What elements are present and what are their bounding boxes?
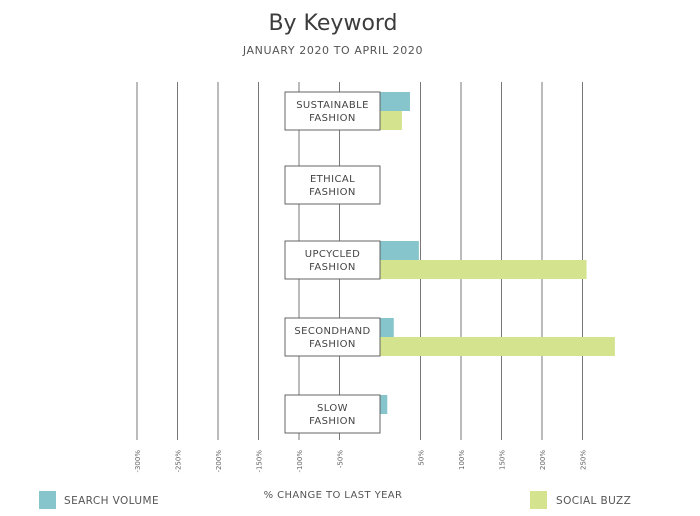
- keyword-box: [284, 394, 381, 434]
- keyword-label: FASHION: [309, 416, 356, 427]
- bar-search-volume: [380, 318, 394, 337]
- keyword-box: [284, 240, 381, 280]
- x-tick-label: -50%: [337, 450, 345, 468]
- keyword-labels: SUSTAINABLE FASHION ETHICAL FASHION UPCYCLED…: [284, 91, 381, 434]
- x-tick-label: 200%: [539, 450, 547, 470]
- x-tick-label: 250%: [580, 450, 588, 470]
- legend-label-social-buzz: SOCIAL BUZZ: [556, 495, 631, 507]
- keyword-label: FASHION: [309, 339, 356, 350]
- keyword-label: ETHICAL: [310, 174, 355, 185]
- x-tick-label: -250%: [175, 450, 183, 473]
- legend-swatch-search-volume: [39, 491, 56, 509]
- keyword-label: SUSTAINABLE: [296, 100, 369, 111]
- bar-search-volume: [380, 241, 419, 260]
- x-tick-label: -150%: [256, 450, 264, 473]
- chart-title: By Keyword: [268, 11, 397, 36]
- bar-social-buzz: [380, 337, 615, 356]
- keyword-box: [284, 317, 381, 357]
- keyword-label: SECONDHAND: [294, 326, 370, 337]
- chart-subtitle: JANUARY 2020 TO APRIL 2020: [242, 44, 423, 57]
- bar-social-buzz: [380, 260, 587, 279]
- bar-social-buzz: [380, 111, 402, 130]
- x-tick-label: -300%: [134, 450, 142, 473]
- keyword-label: FASHION: [309, 262, 356, 273]
- x-axis-ticks: -300% -250% -200% -150% -100% -50% 50% 100% 150%…: [134, 450, 588, 473]
- bars: [361, 92, 615, 433]
- x-tick-label: 150%: [499, 450, 507, 470]
- legend-label-search-volume: SEARCH VOLUME: [64, 495, 159, 507]
- keyword-label: SLOW: [317, 403, 348, 414]
- x-tick-label: -100%: [296, 450, 304, 473]
- x-axis-label: % CHANGE TO LAST YEAR: [264, 490, 403, 501]
- x-tick-label: -200%: [215, 450, 223, 473]
- keyword-box: [284, 91, 381, 131]
- x-tick-label: 100%: [458, 450, 466, 470]
- bar-search-volume: [380, 395, 388, 414]
- x-tick-label: 50%: [418, 450, 426, 466]
- legend-swatch-social-buzz: [530, 491, 547, 509]
- bar-search-volume: [380, 92, 410, 111]
- keyword-label: FASHION: [309, 187, 356, 198]
- keyword-box: [284, 165, 381, 205]
- keyword-label: FASHION: [309, 113, 356, 124]
- keyword-label: UPCYCLED: [305, 249, 361, 260]
- legend: SEARCH VOLUME SOCIAL BUZZ: [39, 491, 631, 509]
